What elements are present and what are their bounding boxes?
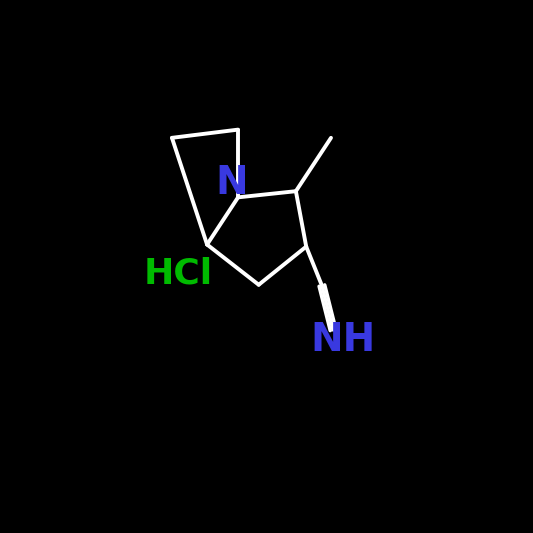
Text: N: N <box>215 164 248 202</box>
Text: NH: NH <box>311 321 376 359</box>
Text: HCl: HCl <box>143 256 213 290</box>
